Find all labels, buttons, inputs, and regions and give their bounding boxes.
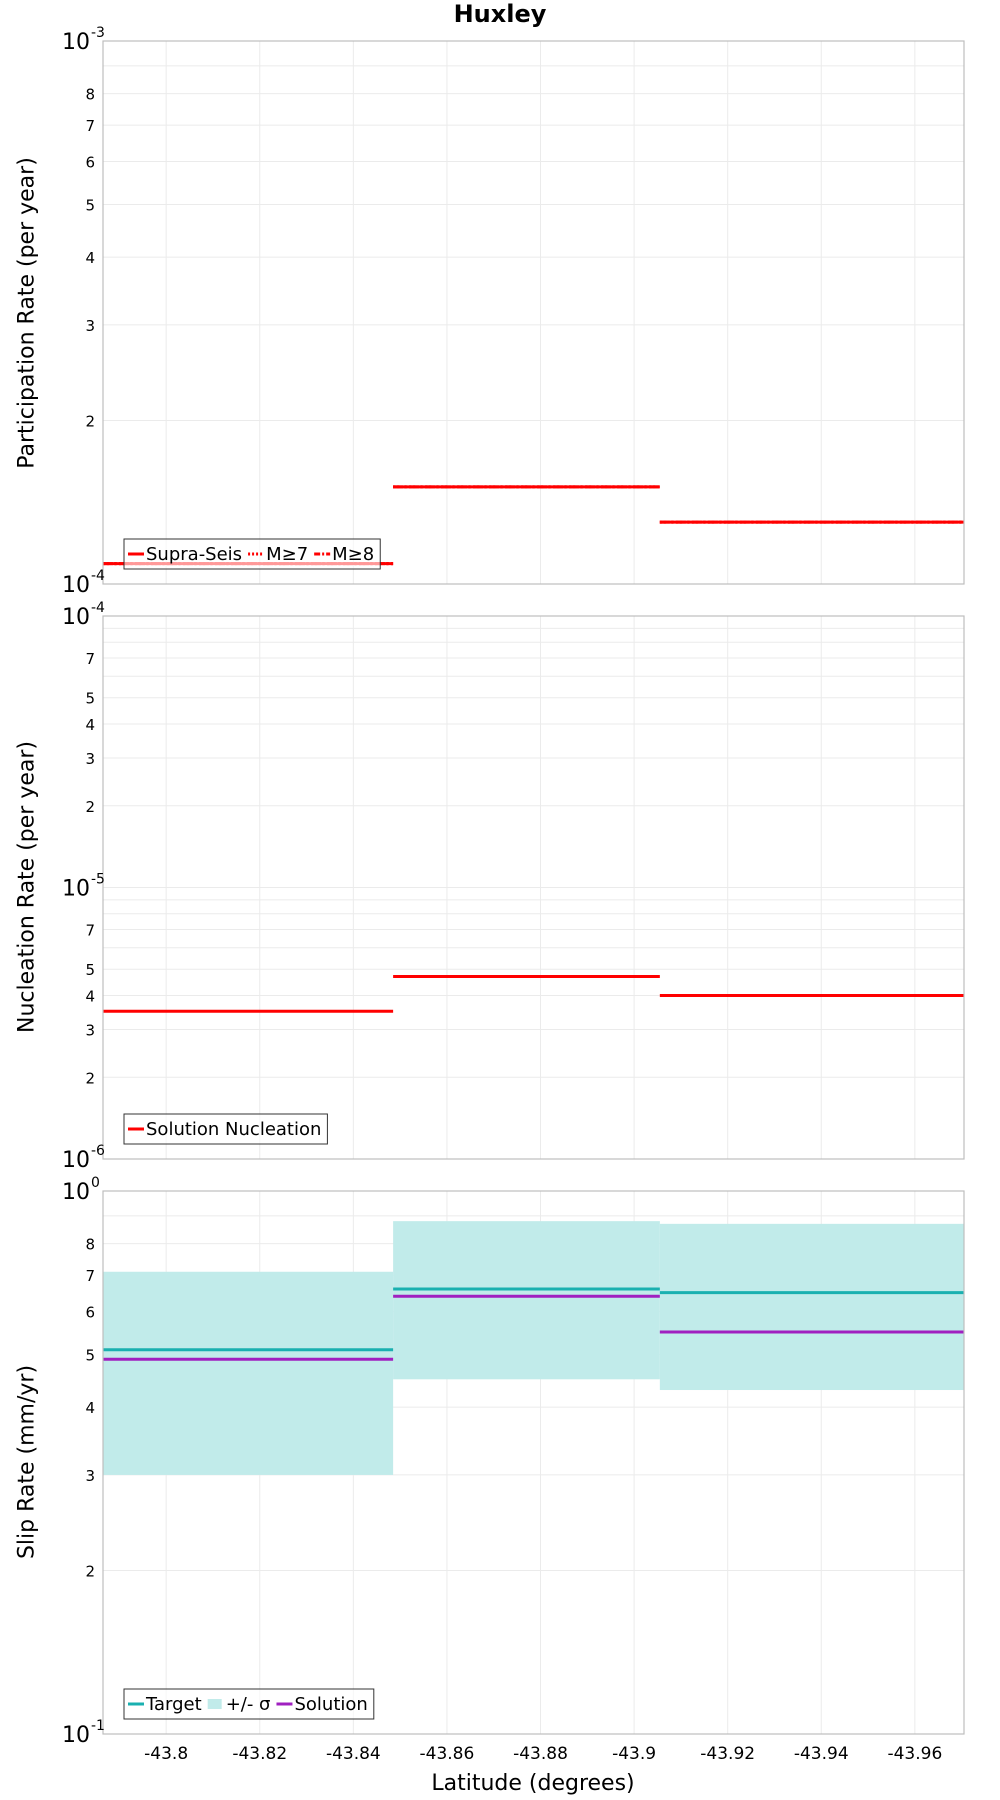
y-minor-tick-label: 3	[85, 1467, 95, 1485]
y-tick-exponent: -4	[91, 568, 105, 584]
y-minor-tick-label: 3	[85, 317, 95, 335]
y-minor-tick-label: 2	[85, 413, 95, 431]
legend-box	[123, 1688, 375, 1720]
legend-label: M≥7	[266, 544, 308, 565]
y-tick-base: 10	[62, 573, 90, 598]
y-minor-tick-label: 3	[85, 750, 95, 768]
panel-1-gridlines	[103, 41, 964, 584]
y-tick-exponent: -6	[91, 1143, 105, 1159]
x-axis-label: Latitude (degrees)	[431, 1771, 634, 1796]
y-minor-tick-label: 4	[85, 716, 95, 734]
y-axis-label: Slip Rate (mm/yr)	[15, 1365, 40, 1559]
legend-item: M≥7	[248, 544, 308, 565]
x-tick-label: -43.84	[326, 1744, 381, 1764]
sigma-band-segment	[393, 1221, 660, 1380]
panel-2-data	[103, 975, 964, 1013]
sigma-band-segment	[103, 1271, 394, 1475]
panel-1-legend: Supra-Seis M≥7 M≥8	[123, 538, 381, 570]
y-tick-exponent: 0	[91, 1175, 100, 1191]
panel-3-legend: Target +/- σ Solution	[123, 1688, 375, 1720]
y-tick-base: 10	[62, 605, 90, 630]
y-axis-label: Participation Rate (per year)	[15, 157, 40, 469]
y-minor-tick-label: 2	[85, 1563, 95, 1581]
y-minor-tick-label: 5	[85, 196, 95, 214]
x-tick-label: -43.96	[887, 1744, 942, 1764]
y-major-tick-label: 10 -4	[62, 568, 105, 598]
y-minor-tick-label: 6	[85, 153, 95, 171]
x-tick-label: -43.8	[144, 1744, 188, 1764]
y-tick-exponent: -3	[91, 25, 105, 41]
x-tick-label: -43.86	[420, 1744, 475, 1764]
y-minor-tick-label: 5	[85, 1346, 95, 1364]
y-major-tick-label: 10 0	[62, 1175, 100, 1205]
y-axis-label: Nucleation Rate (per year)	[15, 741, 40, 1033]
y-minor-tick-label: 2	[85, 1069, 95, 1087]
x-tick-label: -43.92	[700, 1744, 755, 1764]
y-minor-tick-label: 7	[85, 650, 95, 668]
x-tick-label: -43.94	[794, 1744, 849, 1764]
y-tick-base: 10	[62, 877, 90, 902]
chart-title: Huxley	[454, 0, 547, 28]
y-major-tick-label: 10 -1	[62, 1718, 105, 1748]
x-tick-label: -43.88	[513, 1744, 568, 1764]
y-minor-tick-label: 7	[85, 117, 95, 135]
legend-item: Supra-Seis	[128, 544, 242, 565]
panel-2-gridlines	[103, 616, 964, 1159]
legend-label: Solution Nucleation	[146, 1119, 321, 1140]
y-tick-base: 10	[62, 1148, 90, 1173]
y-minor-tick-label: 5	[85, 690, 95, 708]
panel-2-legend: Solution Nucleation	[123, 1113, 328, 1145]
y-minor-tick-label: 7	[85, 1267, 95, 1285]
sigma-band-segment	[659, 1223, 964, 1391]
y-minor-tick-label: 7	[85, 922, 95, 940]
y-tick-exponent: -5	[91, 872, 105, 888]
legend-item: Target	[128, 1694, 202, 1715]
y-major-tick-label: 10 -6	[62, 1143, 105, 1173]
y-tick-exponent: -1	[91, 1718, 105, 1734]
y-minor-tick-label: 8	[85, 86, 95, 104]
y-tick-base: 10	[62, 1180, 90, 1205]
y-minor-tick-label: 2	[85, 798, 95, 816]
y-tick-exponent: -4	[91, 600, 105, 616]
panel-3-frame	[102, 1190, 965, 1735]
x-tick-label: -43.9	[612, 1744, 656, 1764]
panel-2-frame	[102, 615, 965, 1160]
legend-item: Solution	[276, 1694, 368, 1715]
y-tick-base: 10	[62, 30, 90, 55]
y-minor-tick-label: 4	[85, 1399, 95, 1417]
y-tick-base: 10	[62, 1723, 90, 1748]
legend-item: Solution Nucleation	[128, 1119, 321, 1140]
y-major-tick-label: 10 -5	[62, 872, 105, 902]
panel-3-data	[103, 1221, 964, 1475]
legend-swatch	[207, 1699, 222, 1709]
y-major-tick-label: 10 -4	[62, 600, 105, 630]
y-minor-tick-label: 4	[85, 249, 95, 267]
legend-item: +/- σ	[207, 1694, 271, 1715]
legend-label: Target	[145, 1694, 202, 1715]
y-minor-tick-label: 5	[85, 961, 95, 979]
y-major-tick-label: 10 -3	[62, 25, 105, 55]
y-minor-tick-label: 3	[85, 1021, 95, 1039]
legend-label: M≥8	[332, 544, 374, 565]
legend-label: +/- σ	[226, 1694, 271, 1715]
legend-item: M≥8	[314, 544, 374, 565]
y-minor-tick-label: 8	[85, 1236, 95, 1254]
legend-label: Solution	[294, 1694, 367, 1715]
y-minor-tick-label: 6	[85, 1303, 95, 1321]
x-tick-label: -43.82	[232, 1744, 287, 1764]
legend-box	[123, 1113, 328, 1145]
panel-1-frame	[102, 40, 965, 585]
y-minor-tick-label: 4	[85, 988, 95, 1006]
legend-label: Supra-Seis	[146, 544, 242, 565]
